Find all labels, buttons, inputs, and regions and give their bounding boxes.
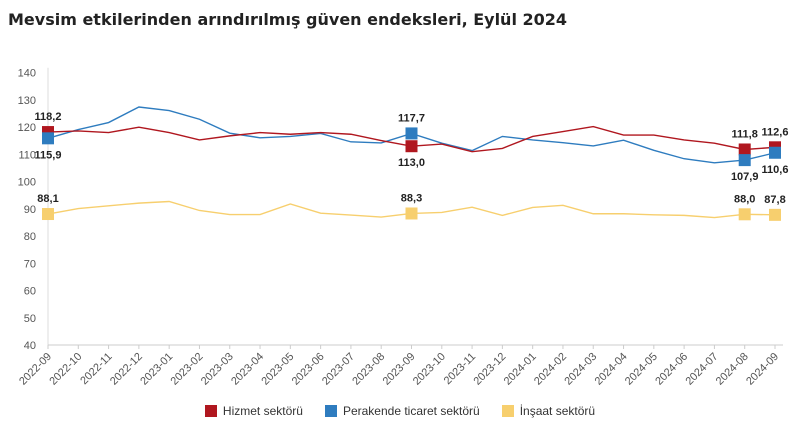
data-marker bbox=[42, 132, 54, 145]
data-marker bbox=[769, 208, 781, 221]
x-tick-label: 2023-04 bbox=[229, 351, 266, 388]
data-label: 113,0 bbox=[398, 157, 425, 169]
legend-item[interactable]: Perakende ticaret sektörü bbox=[324, 404, 480, 418]
x-tick-label: 2024-02 bbox=[532, 351, 569, 388]
data-marker bbox=[405, 207, 418, 220]
y-tick-label: 140 bbox=[18, 68, 36, 80]
data-marker bbox=[405, 140, 418, 153]
data-marker bbox=[738, 143, 751, 156]
data-label: 117,7 bbox=[398, 112, 425, 124]
data-label: 111,8 bbox=[732, 128, 758, 140]
x-tick-label: 2023-10 bbox=[411, 351, 448, 388]
legend-label: Hizmet sektörü bbox=[222, 404, 303, 418]
x-tick-label: 2024-09 bbox=[744, 351, 781, 388]
legend-swatch bbox=[501, 405, 514, 417]
data-marker bbox=[42, 208, 54, 221]
x-tick-label: 2023-06 bbox=[290, 351, 327, 388]
data-label: 88,0 bbox=[734, 193, 755, 205]
data-label: 110,6 bbox=[762, 164, 789, 176]
y-tick-label: 40 bbox=[24, 340, 36, 352]
legend-swatch bbox=[324, 405, 337, 417]
data-marker bbox=[769, 146, 781, 159]
x-tick-label: 2023-07 bbox=[320, 351, 357, 388]
y-tick-label: 110 bbox=[18, 149, 36, 161]
data-label: 88,3 bbox=[401, 192, 422, 204]
y-tick-label: 100 bbox=[18, 177, 36, 189]
x-tick-label: 2022-10 bbox=[47, 351, 84, 388]
data-label: 112,6 bbox=[762, 126, 789, 138]
data-marker bbox=[405, 127, 418, 140]
x-tick-label: 2024-05 bbox=[623, 351, 660, 388]
data-label: 107,9 bbox=[731, 171, 759, 183]
x-tick-label: 2024-07 bbox=[684, 351, 721, 388]
x-tick-label: 2023-05 bbox=[259, 351, 296, 388]
data-marker bbox=[738, 208, 751, 221]
legend-label: İnşaat sektörü bbox=[519, 404, 596, 418]
y-tick-label: 50 bbox=[24, 313, 36, 325]
y-tick-label: 60 bbox=[24, 286, 36, 298]
y-tick-label: 80 bbox=[24, 231, 36, 243]
x-tick-label: 2024-03 bbox=[562, 351, 599, 388]
x-tick-label: 2023-09 bbox=[381, 351, 418, 388]
y-tick-label: 70 bbox=[24, 258, 36, 270]
data-label: 87,8 bbox=[764, 194, 785, 206]
x-tick-label: 2024-08 bbox=[714, 351, 751, 388]
x-tick-label: 2024-04 bbox=[593, 351, 630, 388]
chart-title: Mevsim etkilerinden arındırılmış güven e… bbox=[8, 10, 568, 29]
data-label: 88,1 bbox=[37, 193, 58, 205]
y-tick-label: 130 bbox=[18, 95, 36, 107]
x-tick-label: 2023-02 bbox=[169, 351, 206, 388]
y-tick-label: 90 bbox=[24, 204, 36, 216]
legend-label: Perakende ticaret sektörü bbox=[342, 404, 480, 418]
data-label: 118,2 bbox=[35, 111, 62, 123]
data-marker bbox=[738, 154, 751, 167]
x-tick-label: 2024-06 bbox=[653, 351, 690, 388]
legend-item[interactable]: İnşaat sektörü bbox=[501, 404, 596, 418]
legend: Hizmet sektörü Perakende ticaret sektörü İ… bbox=[0, 404, 800, 418]
x-tick-label: 2023-12 bbox=[471, 351, 508, 388]
x-tick-label: 2022-09 bbox=[17, 351, 54, 388]
y-tick-label: 120 bbox=[18, 122, 36, 134]
x-tick-label: 2023-03 bbox=[199, 351, 236, 388]
x-tick-label: 2023-08 bbox=[350, 351, 387, 388]
legend-swatch bbox=[204, 405, 217, 417]
legend-item[interactable]: Hizmet sektörü bbox=[204, 404, 303, 418]
data-label: 115,9 bbox=[35, 149, 62, 161]
x-tick-label: 2024-01 bbox=[502, 351, 539, 388]
x-tick-label: 2022-12 bbox=[108, 351, 145, 388]
x-tick-label: 2023-01 bbox=[138, 351, 175, 388]
